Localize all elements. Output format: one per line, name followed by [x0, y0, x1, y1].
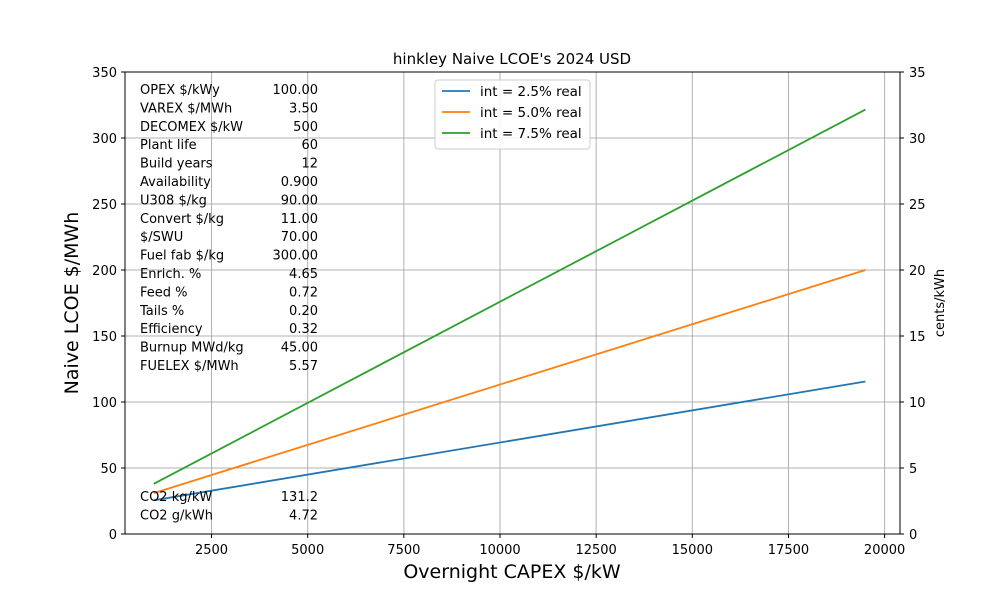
y2-tick-label: 30 [909, 132, 926, 147]
legend-label: int = 5.0% real [480, 105, 582, 121]
y-tick-label: 250 [92, 198, 117, 213]
y2-tick-label: 5 [909, 462, 917, 477]
param-label: $/SWU [140, 230, 183, 245]
param-value: 100.00 [273, 83, 319, 98]
legend-label: int = 2.5% real [480, 84, 582, 100]
legend-box [434, 79, 591, 150]
x-tick-label: 20000 [864, 543, 905, 558]
y2-tick-label: 10 [909, 396, 926, 411]
y2-tick-label: 35 [909, 66, 926, 81]
x-tick-label: 7500 [387, 543, 420, 558]
y-tick-label: 50 [100, 462, 117, 477]
param-value: 5.57 [289, 359, 318, 374]
y2-tick-label: 20 [909, 264, 926, 279]
y-tick-label: 150 [92, 330, 117, 345]
param-label: Fuel fab $/kg [140, 249, 224, 264]
series-line-2 [153, 269, 866, 494]
param-value: 45.00 [281, 341, 318, 356]
param-label: FUELEX $/MWh [140, 359, 239, 374]
param-label: Efficiency [140, 322, 203, 337]
y-tick-label: 300 [92, 132, 117, 147]
emission-label: CO2 g/kWh [140, 508, 213, 523]
param-label: Feed % [140, 285, 188, 300]
param-value: 70.00 [281, 230, 318, 245]
param-label: VAREX $/MWh [140, 101, 232, 116]
x-tick-label: 15000 [672, 543, 713, 558]
param-label: DECOMEX $/kW [140, 120, 243, 135]
param-value: 90.00 [281, 193, 318, 208]
chart-title: hinkley Naive LCOE's 2024 USD [393, 50, 631, 68]
series-line-1 [153, 380, 866, 502]
emission-value: 4.72 [289, 508, 318, 523]
y-axis-label: Naive LCOE $/MWh [61, 212, 83, 395]
y-tick-label: 200 [92, 264, 117, 279]
param-value: 500 [293, 120, 318, 135]
param-value: 12 [301, 157, 318, 172]
axis-ticks: 2500 5000 7500 10000 12500 15000 17500 20000050… [92, 66, 925, 558]
parameters-table: OPEX $/kWy 100.00 VAREX $/MWh 3.50 DECOMEX $… [139, 83, 318, 523]
emission-label: CO2 kg/kW [140, 490, 212, 505]
param-value: 3.50 [289, 101, 318, 116]
emission-value: 131.2 [281, 490, 318, 505]
param-label: Build years [140, 157, 213, 172]
param-value: 4.65 [289, 267, 318, 282]
y2-tick-label: 15 [909, 330, 926, 345]
param-label: Tails % [139, 304, 184, 319]
x-axis-label: Overnight CAPEX $/kW [403, 561, 621, 583]
legend: int = 2.5% real int = 5.0% real int = 7.5%… [434, 79, 591, 150]
y2-tick-label: 0 [909, 528, 917, 543]
y-tick-label: 100 [92, 396, 117, 411]
param-label: OPEX $/kWy [140, 83, 220, 98]
param-label: Availability [140, 175, 211, 190]
param-value: 0.32 [289, 322, 318, 337]
legend-label: int = 7.5% real [480, 126, 582, 142]
plot-frame [124, 71, 901, 535]
param-value: 0.900 [281, 175, 318, 190]
y-tick-label: 0 [109, 528, 117, 543]
param-value: 0.20 [289, 304, 318, 319]
x-tick-label: 10000 [479, 543, 520, 558]
param-value: 11.00 [281, 212, 318, 227]
param-value: 60 [301, 138, 318, 153]
series-lines [153, 108, 866, 502]
x-tick-label: 2500 [195, 543, 228, 558]
y-tick-label: 350 [92, 66, 117, 81]
grid [125, 71, 900, 535]
param-label: U308 $/kg [140, 193, 207, 208]
y2-tick-label: 25 [909, 198, 926, 213]
param-value: 300.00 [273, 249, 319, 264]
y2-axis-label: cents/kWh [933, 269, 948, 337]
param-label: Burnup MWd/kg [140, 341, 244, 356]
param-label: Convert $/kg [140, 212, 224, 227]
x-tick-label: 12500 [575, 543, 616, 558]
param-label: Enrich. % [140, 267, 201, 282]
param-value: 0.72 [289, 285, 318, 300]
series-line-3 [153, 108, 866, 485]
x-tick-label: 17500 [768, 543, 809, 558]
x-tick-label: 5000 [291, 543, 324, 558]
param-label: Plant life [140, 138, 197, 153]
